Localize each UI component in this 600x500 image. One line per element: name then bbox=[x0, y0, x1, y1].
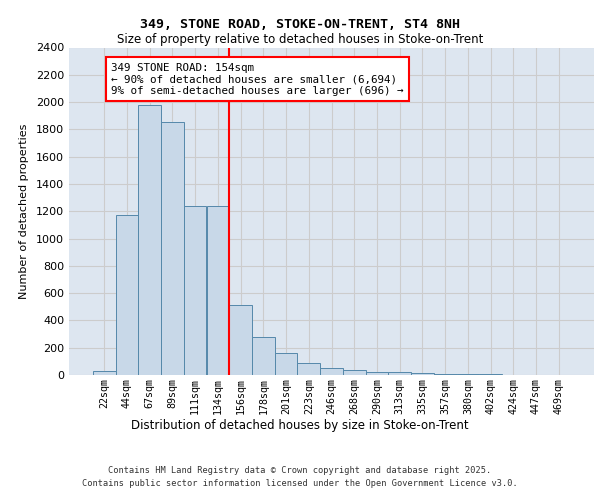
Bar bbox=[434, 374, 457, 375]
Bar bbox=[252, 338, 275, 375]
Text: 349 STONE ROAD: 154sqm
← 90% of detached houses are smaller (6,694)
9% of semi-d: 349 STONE ROAD: 154sqm ← 90% of detached… bbox=[111, 62, 404, 96]
Bar bbox=[275, 353, 298, 375]
Bar bbox=[139, 106, 161, 375]
Bar bbox=[365, 372, 388, 375]
Bar bbox=[161, 122, 184, 375]
Bar bbox=[479, 374, 502, 375]
Bar bbox=[229, 304, 252, 375]
Y-axis label: Number of detached properties: Number of detached properties bbox=[19, 124, 29, 299]
Bar bbox=[343, 370, 365, 375]
Text: Size of property relative to detached houses in Stoke-on-Trent: Size of property relative to detached ho… bbox=[117, 32, 483, 46]
Text: Distribution of detached houses by size in Stoke-on-Trent: Distribution of detached houses by size … bbox=[131, 420, 469, 432]
Bar bbox=[116, 214, 139, 375]
Bar bbox=[411, 372, 434, 375]
Bar bbox=[298, 362, 320, 375]
Bar bbox=[93, 371, 116, 375]
Bar bbox=[388, 372, 411, 375]
Text: Contains HM Land Registry data © Crown copyright and database right 2025.
Contai: Contains HM Land Registry data © Crown c… bbox=[82, 466, 518, 487]
Text: 349, STONE ROAD, STOKE-ON-TRENT, ST4 8NH: 349, STONE ROAD, STOKE-ON-TRENT, ST4 8NH bbox=[140, 18, 460, 30]
Bar bbox=[206, 206, 229, 375]
Bar bbox=[184, 206, 206, 375]
Bar bbox=[320, 368, 343, 375]
Bar bbox=[457, 374, 479, 375]
